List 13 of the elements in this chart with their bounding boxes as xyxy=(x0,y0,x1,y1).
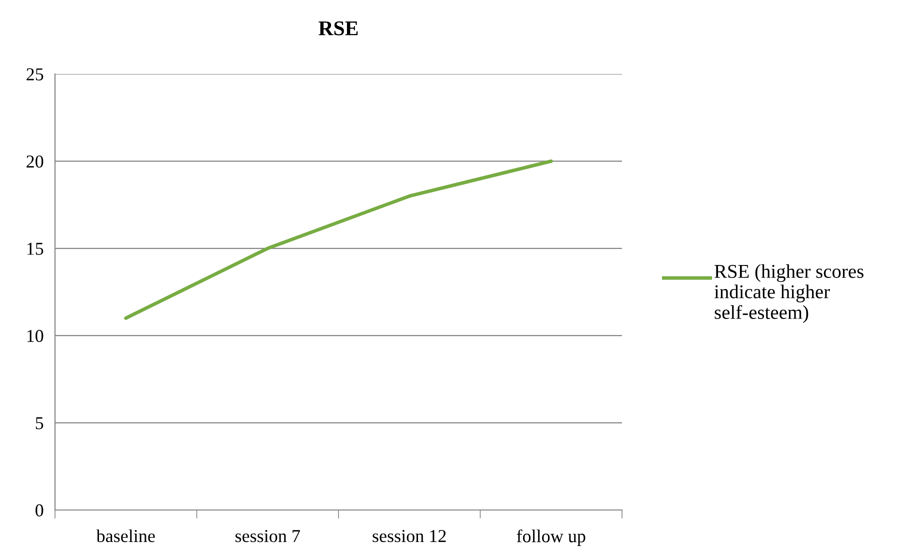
y-tick-label: 0 xyxy=(36,504,44,516)
legend-label: RSE (higher scores indicate higher self-esteem) xyxy=(714,264,864,323)
x-tick-label: session 12 xyxy=(372,530,446,542)
chart-title: RSE xyxy=(318,21,358,36)
x-tick-label: session 7 xyxy=(236,530,300,542)
y-tick-label: 15 xyxy=(27,242,44,255)
y-tick-label: 20 xyxy=(26,155,44,168)
line-series xyxy=(124,159,553,320)
x-tick-label: follow up xyxy=(516,529,586,546)
y-tick-label: 25 xyxy=(26,68,44,80)
x-tick-label: baseline xyxy=(96,529,155,542)
y-tick-label: 10 xyxy=(27,330,44,342)
y-tick-label: 5 xyxy=(36,417,44,430)
